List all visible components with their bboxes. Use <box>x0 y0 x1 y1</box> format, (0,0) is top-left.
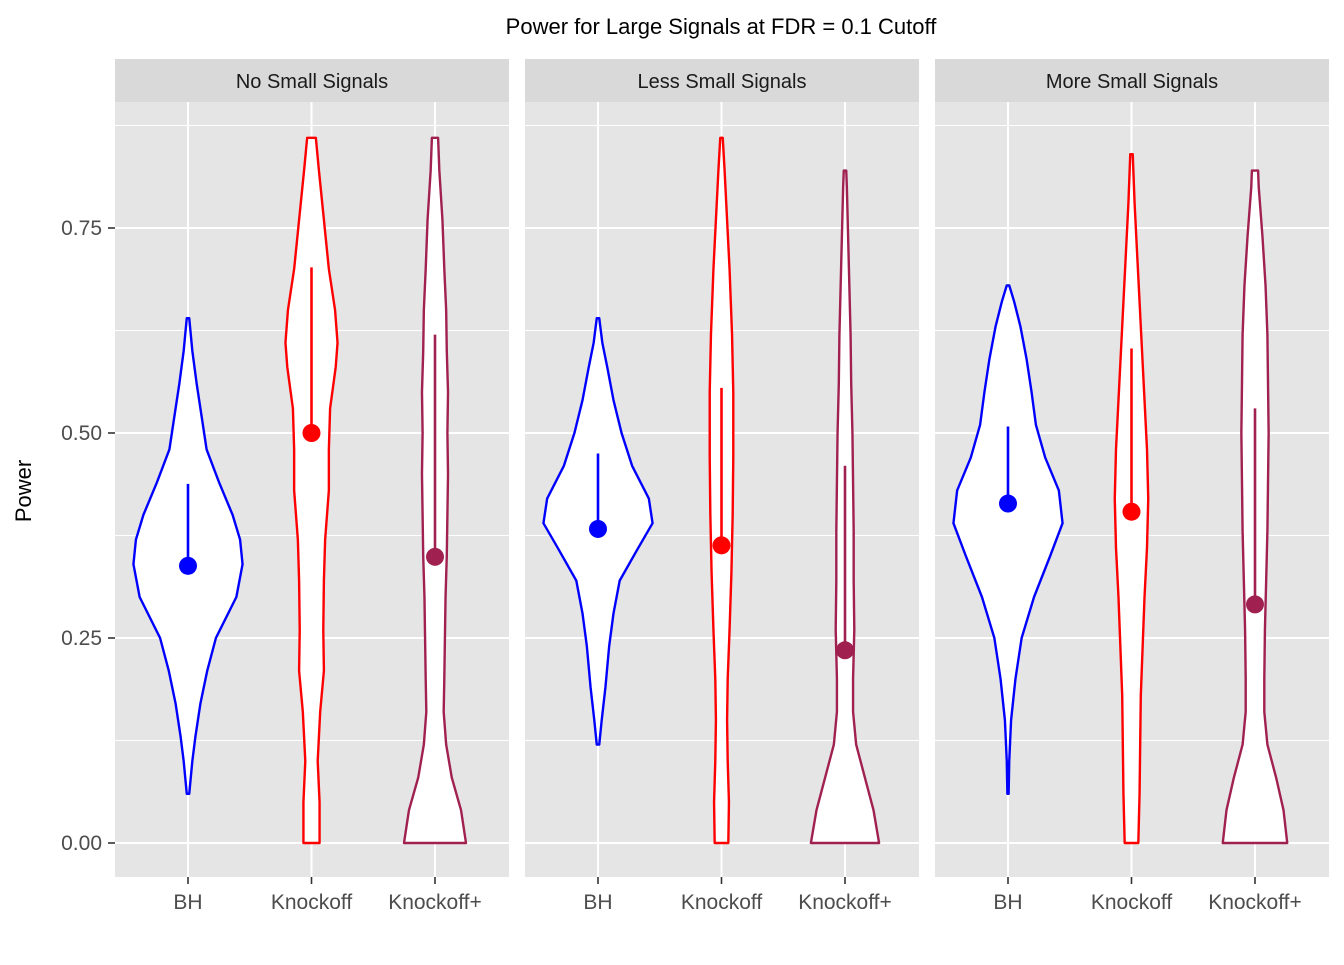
facet-strip-label: More Small Signals <box>1046 71 1218 93</box>
summary-point <box>1122 502 1141 521</box>
facet-panel: Less Small Signals BH Knockoff Knockoff+ <box>525 59 919 914</box>
y-tick-label: 0.75 <box>61 217 102 240</box>
facet-strip-label: Less Small Signals <box>638 71 807 93</box>
x-tick-label: Knockoff <box>1091 891 1172 914</box>
x-tick-label: Knockoff+ <box>388 891 482 914</box>
y-tick-label: 0.25 <box>61 627 102 650</box>
y-axis-title: Power <box>11 460 36 522</box>
chart-title: Power for Large Signals at FDR = 0.1 Cut… <box>506 14 938 39</box>
facet-strip <box>935 59 1329 102</box>
summary-point <box>426 547 444 566</box>
x-tick-label: Knockoff+ <box>1208 891 1302 914</box>
y-tick-label: 0.50 <box>61 422 102 445</box>
facet-panel: More Small Signals BH Knockoff Knockoff+ <box>935 59 1329 914</box>
summary-point <box>1246 595 1264 614</box>
summary-point <box>836 641 854 660</box>
plot-layer: 0.00 0.25 0.50 0.75 No Small Signals BH Knocko… <box>61 59 1329 914</box>
violin-knockoff <box>284 136 339 845</box>
facet-strip <box>525 59 919 102</box>
facet-panel: No Small Signals BH Knockoff Knockoff+ <box>115 59 509 914</box>
x-tick-label: BH <box>993 891 1022 914</box>
facet-strip-label: No Small Signals <box>236 71 388 93</box>
summary-point <box>712 536 731 555</box>
violin-bh <box>952 284 1064 795</box>
summary-point <box>999 494 1017 513</box>
y-tick-label: 0.00 <box>61 832 102 855</box>
x-tick-label: Knockoff <box>681 891 762 914</box>
facet-strip <box>115 59 509 102</box>
summary-point <box>589 519 607 538</box>
x-tick-label: BH <box>583 891 612 914</box>
summary-point <box>302 424 321 442</box>
summary-point <box>179 556 197 575</box>
x-tick-label: BH <box>173 891 202 914</box>
x-tick-label: Knockoff+ <box>798 891 892 914</box>
x-tick-label: Knockoff <box>271 891 352 914</box>
